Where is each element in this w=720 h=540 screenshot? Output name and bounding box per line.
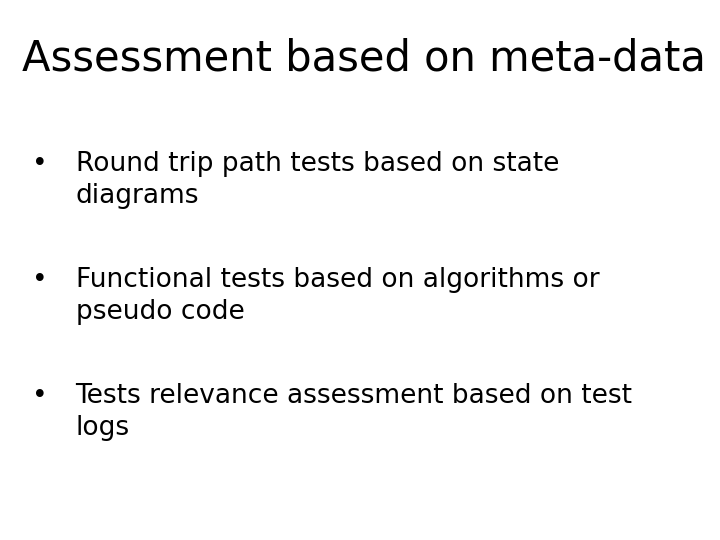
Text: •: • bbox=[32, 383, 48, 409]
Text: •: • bbox=[32, 151, 48, 177]
Text: Tests relevance assessment based on test
logs: Tests relevance assessment based on test… bbox=[76, 383, 633, 441]
Text: Round trip path tests based on state
diagrams: Round trip path tests based on state dia… bbox=[76, 151, 559, 209]
Text: Functional tests based on algorithms or
pseudo code: Functional tests based on algorithms or … bbox=[76, 267, 599, 325]
Text: •: • bbox=[32, 267, 48, 293]
Text: Assessment based on meta-data: Assessment based on meta-data bbox=[22, 38, 706, 80]
